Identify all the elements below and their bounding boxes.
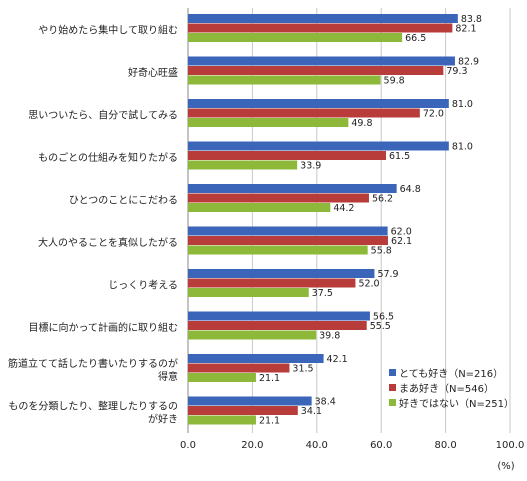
data-label: 79.3 bbox=[446, 66, 467, 77]
data-label: 39.8 bbox=[319, 331, 340, 342]
x-tick-label: 80.0 bbox=[434, 440, 456, 451]
bar bbox=[188, 33, 403, 42]
bar bbox=[188, 278, 356, 288]
bar bbox=[188, 203, 331, 212]
category-label: 筋道立てて話したり書いたりするのが得意 bbox=[8, 357, 178, 383]
data-label: 62.0 bbox=[391, 227, 412, 238]
data-label: 59.8 bbox=[384, 76, 405, 87]
bar bbox=[188, 193, 369, 203]
bar bbox=[188, 14, 458, 23]
bar bbox=[188, 66, 444, 75]
data-label: 49.8 bbox=[351, 118, 372, 129]
data-label: 52.0 bbox=[358, 279, 379, 290]
data-label: 33.9 bbox=[300, 161, 321, 172]
data-label: 21.1 bbox=[259, 416, 280, 427]
x-tick-label: 100.0 bbox=[496, 440, 525, 451]
data-label: 81.0 bbox=[452, 142, 473, 153]
category-label-line: 得意 bbox=[158, 370, 178, 383]
data-label: 21.1 bbox=[259, 373, 280, 384]
category-label: じっくり考える bbox=[108, 279, 178, 291]
category-label-line: ものごとの仕組みを知りたがる bbox=[38, 151, 178, 164]
bar bbox=[188, 118, 349, 127]
data-label: 55.8 bbox=[371, 246, 392, 257]
category-label: 大人のやることを真似したがる bbox=[38, 236, 178, 249]
legend-swatch bbox=[389, 399, 396, 406]
data-label: 56.5 bbox=[373, 312, 394, 323]
legend-swatch bbox=[389, 384, 396, 391]
category-label: ものを分類したり、整理したりするのが好き bbox=[8, 399, 178, 425]
data-label: 56.2 bbox=[372, 194, 393, 205]
category-label: 目標に向かって計画的に取り組む bbox=[29, 321, 179, 334]
data-label: 83.8 bbox=[461, 14, 482, 25]
category-label-line: ひとつのことにこだわる bbox=[69, 194, 178, 206]
data-label: 37.5 bbox=[312, 288, 333, 299]
data-label: 31.5 bbox=[292, 364, 313, 375]
bar bbox=[188, 373, 256, 382]
bar bbox=[188, 23, 453, 33]
data-label: 57.9 bbox=[377, 269, 398, 280]
bar bbox=[188, 396, 312, 406]
category-label: ひとつのことにこだわる bbox=[69, 194, 178, 206]
bar bbox=[188, 288, 309, 297]
bar bbox=[188, 311, 370, 321]
legend-swatch bbox=[389, 369, 396, 376]
data-label: 62.1 bbox=[391, 236, 412, 247]
bar bbox=[188, 415, 256, 425]
bar bbox=[188, 330, 317, 340]
x-tick-label: 60.0 bbox=[370, 440, 392, 451]
data-label: 61.5 bbox=[389, 151, 410, 162]
data-label: 82.1 bbox=[455, 24, 476, 35]
bar bbox=[188, 108, 420, 118]
x-tick-label: 20.0 bbox=[241, 440, 263, 451]
bar bbox=[188, 269, 375, 278]
data-label: 82.9 bbox=[458, 57, 479, 68]
bar bbox=[188, 406, 298, 415]
legend-entry: まあ好き（N=546） bbox=[399, 383, 494, 395]
data-label: 64.8 bbox=[400, 184, 421, 195]
bar bbox=[188, 99, 449, 108]
bar bbox=[188, 236, 388, 245]
bar bbox=[188, 321, 367, 330]
bar bbox=[188, 56, 455, 66]
category-label: やり始めたら集中して取り組む bbox=[38, 23, 178, 36]
data-label: 42.1 bbox=[327, 354, 348, 365]
bar bbox=[188, 354, 324, 363]
category-label: 好奇心旺盛 bbox=[128, 66, 178, 79]
x-tick-label: 40.0 bbox=[306, 440, 328, 451]
data-label: 44.2 bbox=[333, 203, 354, 214]
legend-entry: 好きではない（N=251） bbox=[399, 398, 514, 410]
data-label: 55.5 bbox=[370, 321, 391, 332]
bar bbox=[188, 363, 290, 373]
category-label-line: 大人のやることを真似したがる bbox=[38, 236, 178, 249]
bar bbox=[188, 226, 388, 236]
category-label-line: じっくり考える bbox=[108, 279, 178, 291]
bar bbox=[188, 141, 449, 151]
data-label: 66.5 bbox=[405, 33, 426, 44]
x-axis-unit-label: (%) bbox=[497, 461, 514, 472]
bar bbox=[188, 160, 298, 170]
bar bbox=[188, 75, 381, 85]
category-label: 思いついたら、自分で試してみる bbox=[28, 108, 178, 121]
bar bbox=[188, 184, 397, 193]
data-label: 81.0 bbox=[452, 99, 473, 110]
category-label-line: 目標に向かって計画的に取り組む bbox=[29, 321, 179, 334]
bar bbox=[188, 245, 368, 255]
category-label-line: やり始めたら集中して取り組む bbox=[38, 23, 178, 36]
bar bbox=[188, 151, 387, 160]
data-label: 38.4 bbox=[315, 397, 336, 408]
category-label-line: 好奇心旺盛 bbox=[128, 66, 178, 79]
x-tick-label: 0.0 bbox=[180, 440, 196, 451]
category-label-line: ものを分類したり、整理したりするの bbox=[8, 399, 178, 412]
data-label: 34.1 bbox=[301, 406, 322, 417]
category-label: ものごとの仕組みを知りたがる bbox=[38, 151, 178, 164]
category-label-line: が好き bbox=[148, 412, 178, 425]
data-label: 72.0 bbox=[423, 109, 444, 120]
category-label-line: 思いついたら、自分で試してみる bbox=[28, 108, 178, 121]
legend-entry: とても好き（N=216） bbox=[399, 368, 503, 380]
category-label-line: 筋道立てて話したり書いたりするのが bbox=[8, 357, 178, 370]
